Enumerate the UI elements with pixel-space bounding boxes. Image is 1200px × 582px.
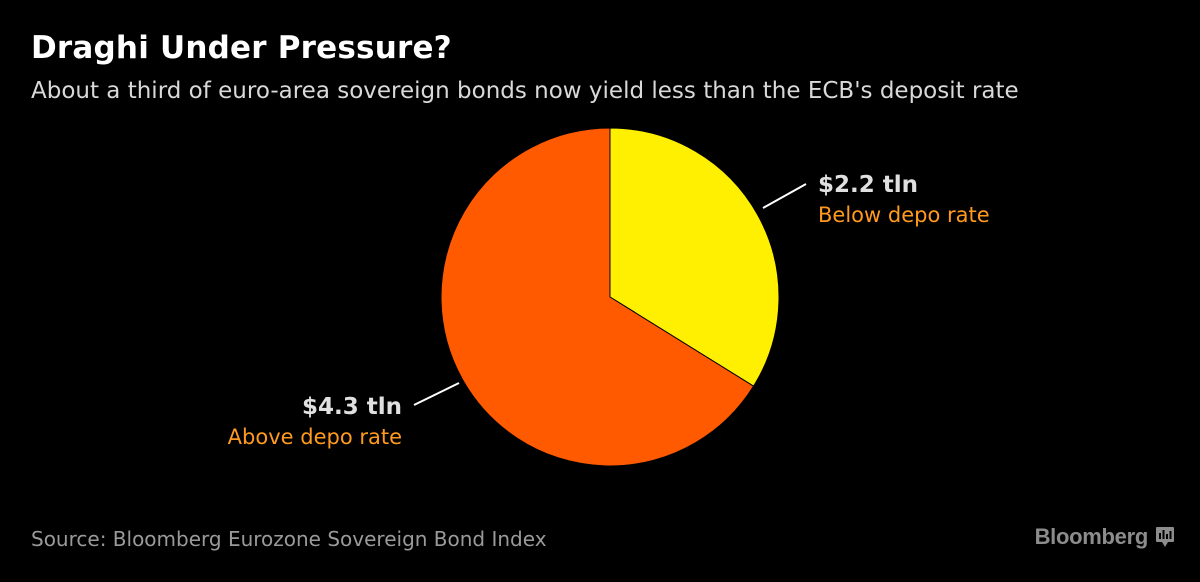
brand-wordmark: Bloomberg [1034, 524, 1149, 549]
source-note: Source: Bloomberg Eurozone Sovereign Bon… [31, 527, 547, 551]
slice-value-label: $4.3 tln [302, 394, 402, 420]
pie-slice-above-depo-rate [440, 127, 755, 467]
chart-title: Draghi Under Pressure? [31, 30, 452, 66]
pie-slice-below-depo-rate [609, 127, 780, 387]
slice-value-label: $2.2 tln [818, 172, 918, 198]
leader-line [413, 382, 460, 406]
leader-line [762, 183, 807, 209]
bloomberg-terminal-icon [1156, 527, 1174, 547]
brand-logo: Bloomberg [1035, 524, 1174, 550]
chart-subtitle: About a third of euro-area sovereign bon… [31, 78, 1019, 104]
slice-category-label: Below depo rate [818, 203, 990, 227]
slice-category-label: Above depo rate [228, 425, 402, 449]
